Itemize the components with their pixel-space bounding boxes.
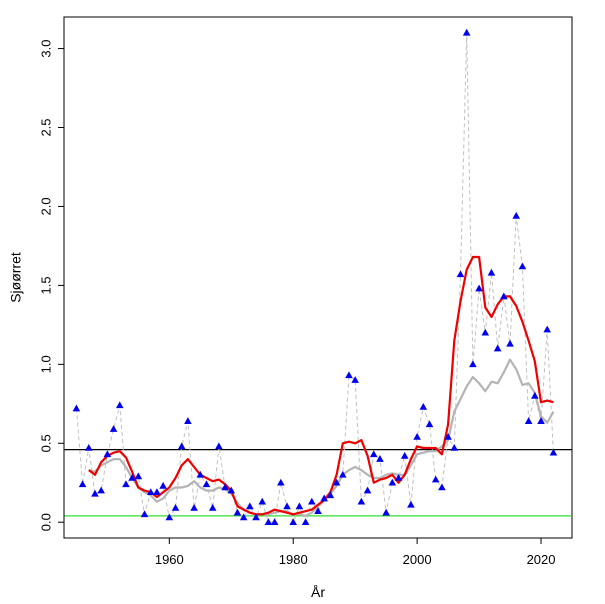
data-point	[91, 489, 99, 497]
data-point	[500, 292, 508, 300]
data-point	[394, 474, 403, 481]
data-point	[419, 402, 428, 410]
data-point	[84, 444, 93, 451]
data-point	[258, 497, 267, 505]
data-point	[462, 28, 471, 36]
data-point	[320, 494, 328, 502]
y-axis-title: Sjøørret	[8, 252, 24, 303]
data-point	[177, 442, 186, 450]
x-tick-label: 2020	[527, 552, 556, 567]
data-point	[475, 284, 483, 292]
data-point	[308, 497, 316, 505]
data-point	[518, 262, 527, 270]
data-point	[283, 502, 291, 510]
data-point	[369, 450, 378, 458]
data-point	[277, 478, 285, 486]
data-point	[146, 488, 155, 496]
data-point	[184, 417, 192, 424]
data-point	[487, 268, 496, 276]
data-point	[301, 518, 310, 526]
data-point	[208, 504, 217, 511]
data-point	[78, 480, 87, 488]
x-axis-title: År	[311, 584, 325, 600]
x-tick-label: 1960	[155, 552, 184, 567]
data-point	[72, 404, 81, 412]
data-point	[413, 432, 421, 440]
data-point	[376, 455, 384, 462]
data-point	[159, 481, 167, 489]
data-point	[524, 417, 533, 424]
data-point	[469, 360, 477, 368]
data-point	[153, 488, 161, 496]
data-point	[140, 510, 149, 518]
x-axis: 1960 1980 2000 2020	[155, 537, 556, 567]
data-point	[493, 344, 502, 352]
data-point	[357, 497, 366, 505]
data-point	[109, 425, 118, 432]
y-tick-label: 1.5	[38, 276, 53, 294]
data-point	[171, 504, 180, 511]
data-point	[338, 470, 347, 478]
plot-box	[63, 16, 573, 539]
data-point	[332, 478, 341, 486]
data-point	[233, 508, 242, 516]
data-point	[227, 486, 236, 494]
y-axis: 0.0 0.5 1.0 1.5 2.0 2.5 3.0	[38, 40, 65, 531]
x-tick-label: 2000	[403, 552, 432, 567]
data-point	[531, 391, 539, 399]
data-point	[425, 420, 434, 428]
reference-lines	[64, 448, 572, 517]
data-point	[388, 478, 397, 486]
data-point	[215, 442, 223, 450]
data-point	[400, 451, 409, 459]
data-point	[314, 507, 322, 514]
data-point	[270, 518, 279, 526]
series-layer	[72, 28, 558, 526]
data-point	[122, 480, 130, 488]
data-point	[252, 513, 260, 521]
data-point	[407, 500, 415, 508]
data-point	[239, 513, 248, 521]
data-point	[134, 472, 143, 480]
data-point	[506, 339, 514, 347]
data-point	[512, 211, 521, 219]
data-point	[345, 371, 353, 379]
data-point	[202, 480, 211, 488]
data-point	[438, 483, 446, 491]
data-point	[196, 470, 205, 478]
data-point	[289, 518, 298, 526]
data-point	[444, 432, 452, 440]
data-point	[165, 513, 174, 521]
y-tick-label: 0.5	[38, 434, 53, 452]
data-point	[549, 448, 558, 456]
y-tick-label: 0.0	[38, 513, 53, 531]
data-point	[264, 518, 273, 526]
data-point	[115, 401, 124, 409]
data-point	[246, 502, 254, 510]
y-tick-label: 2.0	[38, 197, 53, 215]
data-point	[221, 483, 229, 491]
data-point	[295, 502, 304, 510]
data-point	[363, 486, 372, 494]
data-point	[431, 475, 440, 483]
data-point	[103, 450, 112, 458]
y-tick-label: 1.0	[38, 355, 53, 373]
data-point	[382, 508, 390, 516]
data-point	[97, 486, 105, 494]
data-point	[326, 491, 335, 499]
y-tick-label: 3.0	[38, 40, 53, 58]
data-point	[450, 444, 459, 451]
y-tick-label: 2.5	[38, 118, 53, 136]
data-point	[456, 270, 465, 278]
data-point	[481, 328, 490, 336]
smoothed-red-line	[88, 255, 554, 516]
data-point	[351, 376, 359, 383]
data-point	[543, 325, 552, 333]
data-point	[537, 417, 545, 424]
x-tick-label: 1980	[279, 552, 308, 567]
data-point	[128, 474, 136, 481]
data-point	[190, 504, 198, 511]
